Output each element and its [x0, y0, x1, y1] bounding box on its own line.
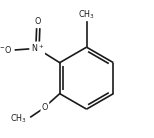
Text: N$^+$: N$^+$ — [30, 43, 44, 54]
Text: CH$_3$: CH$_3$ — [10, 113, 27, 125]
Text: O: O — [35, 17, 41, 26]
Text: O: O — [42, 103, 48, 112]
Text: $^{-}$O: $^{-}$O — [0, 44, 12, 55]
Text: CH$_3$: CH$_3$ — [78, 9, 95, 21]
